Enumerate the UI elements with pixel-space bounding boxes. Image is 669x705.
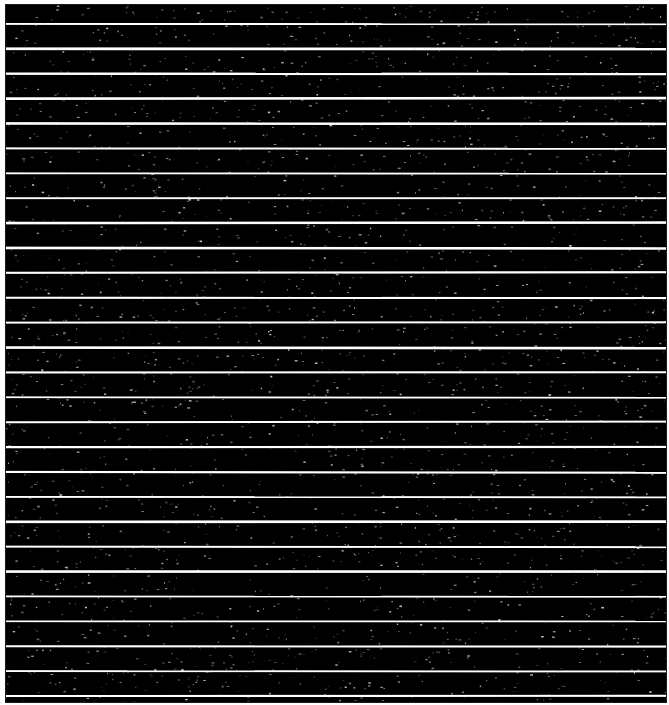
speckle-noise xyxy=(6,5,666,702)
white-stripe xyxy=(6,246,666,250)
white-stripe xyxy=(6,470,666,474)
white-stripe xyxy=(6,346,666,350)
stripe-pattern xyxy=(6,5,666,702)
white-stripe xyxy=(6,271,666,274)
plate-background xyxy=(6,5,666,702)
white-stripe xyxy=(6,420,666,424)
white-stripe xyxy=(6,96,666,100)
striped-dark-plate xyxy=(5,4,667,703)
